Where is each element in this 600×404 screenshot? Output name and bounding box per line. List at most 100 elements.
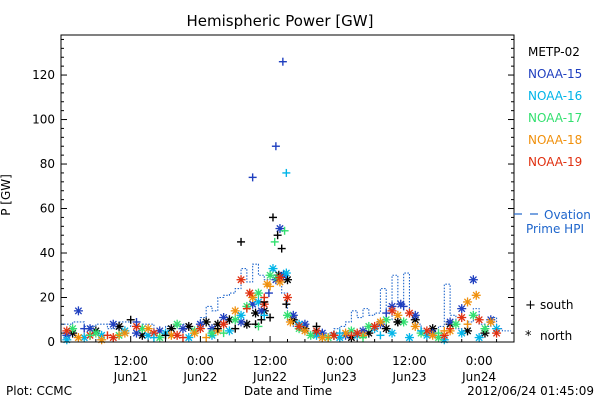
south-marker	[254, 322, 263, 331]
x-tick-time: 12:00	[253, 354, 288, 368]
south-marker	[237, 237, 246, 246]
x-tick-time: 12:00	[392, 354, 427, 368]
south-marker	[446, 324, 455, 333]
north-marker	[474, 333, 484, 343]
north-marker	[410, 321, 420, 331]
north-marker	[285, 317, 295, 327]
north-marker	[468, 310, 478, 320]
x-tick-date: Jun22	[252, 370, 287, 384]
north-marker	[474, 315, 484, 325]
north-marker	[463, 297, 473, 307]
north-marker	[294, 321, 304, 331]
x-tick-time: 0:00	[326, 354, 353, 368]
legend-entry-noaa-17: NOAA-17	[528, 111, 582, 125]
north-marker	[275, 272, 285, 282]
south-marker	[268, 213, 277, 222]
marker-legend-label-south: south	[540, 298, 574, 312]
plot-area-frame	[60, 34, 515, 343]
x-tick-date: Jun23	[391, 370, 426, 384]
marker-legend-label-north: north	[540, 329, 572, 343]
marker-legend-symbol-south: +	[525, 298, 536, 313]
x-tick-time: 0:00	[466, 354, 493, 368]
south-marker	[202, 333, 211, 342]
north-marker	[404, 333, 414, 343]
y-tick-label: 80	[40, 157, 55, 171]
south-marker	[463, 320, 472, 329]
legend-entry-noaa-16: NOAA-16	[528, 89, 582, 103]
data-points	[62, 57, 502, 345]
north-marker	[312, 326, 322, 336]
south-marker	[149, 333, 158, 342]
south-marker	[324, 333, 333, 342]
north-marker	[143, 324, 153, 334]
x-tick-date: Jun21	[113, 370, 148, 384]
marker-legend: + south * north	[525, 298, 574, 344]
x-tick-date: Jun24	[461, 370, 496, 384]
north-marker	[275, 224, 285, 234]
south-marker	[264, 289, 273, 298]
south-marker	[440, 326, 449, 335]
north-marker	[120, 328, 130, 338]
chart-title: Hemispheric Power [GW]	[187, 12, 374, 30]
north-marker	[329, 330, 339, 340]
south-marker	[393, 317, 402, 326]
south-marker	[417, 326, 426, 335]
south-marker	[103, 331, 112, 340]
south-marker	[161, 331, 170, 340]
north-marker	[62, 335, 72, 345]
x-axis-label: Date and Time	[244, 384, 332, 398]
x-tick-date: Jun22	[182, 370, 217, 384]
north-marker	[108, 333, 118, 343]
north-marker	[178, 324, 188, 334]
south-marker	[231, 324, 240, 333]
north-marker	[230, 315, 240, 325]
marker-legend-symbol-north: *	[525, 329, 532, 344]
y-tick-label: 60	[40, 202, 55, 216]
x-tick-time: 12:00	[113, 354, 148, 368]
south-marker	[278, 57, 287, 66]
legend-entry-noaa-18: NOAA-18	[528, 133, 582, 147]
y-tick-label: 20	[40, 291, 55, 305]
ovation-legend-label-1: Ovation	[544, 208, 591, 222]
north-marker	[468, 275, 478, 285]
north-marker	[381, 324, 391, 334]
north-marker	[451, 319, 461, 329]
north-marker	[300, 326, 310, 336]
north-marker	[73, 333, 83, 343]
south-marker	[80, 324, 89, 333]
north-marker	[219, 319, 229, 329]
north-marker	[486, 317, 496, 327]
north-marker	[62, 326, 72, 336]
north-marker	[387, 328, 397, 338]
south-marker	[126, 315, 135, 324]
south-marker	[382, 309, 391, 318]
north-marker	[166, 324, 176, 334]
north-marker	[492, 328, 502, 338]
north-marker	[172, 319, 182, 329]
south-marker	[213, 324, 222, 333]
north-marker	[256, 306, 266, 316]
y-tick-label: 120	[32, 68, 55, 82]
south-marker	[270, 237, 279, 246]
north-marker	[195, 324, 205, 334]
north-marker	[404, 308, 414, 318]
south-marker	[277, 244, 286, 253]
south-marker	[399, 302, 408, 311]
south-marker	[282, 168, 291, 177]
north-marker	[317, 333, 327, 343]
south-marker	[260, 293, 269, 302]
south-marker	[434, 329, 443, 338]
south-marker	[359, 333, 367, 342]
south-marker	[273, 231, 282, 240]
satellite-legend: METP-02 NOAA-15 NOAA-16 NOAA-17 NOAA-18 NOAA-…	[528, 45, 582, 169]
north-marker	[457, 304, 467, 314]
south-marker	[132, 317, 141, 326]
north-marker	[172, 330, 182, 340]
south-marker	[376, 331, 385, 340]
south-marker	[257, 315, 266, 324]
north-marker	[480, 324, 490, 334]
y-tick-label: 40	[40, 246, 55, 260]
north-marker	[253, 288, 263, 298]
north-marker	[428, 330, 438, 340]
north-marker	[97, 335, 107, 345]
